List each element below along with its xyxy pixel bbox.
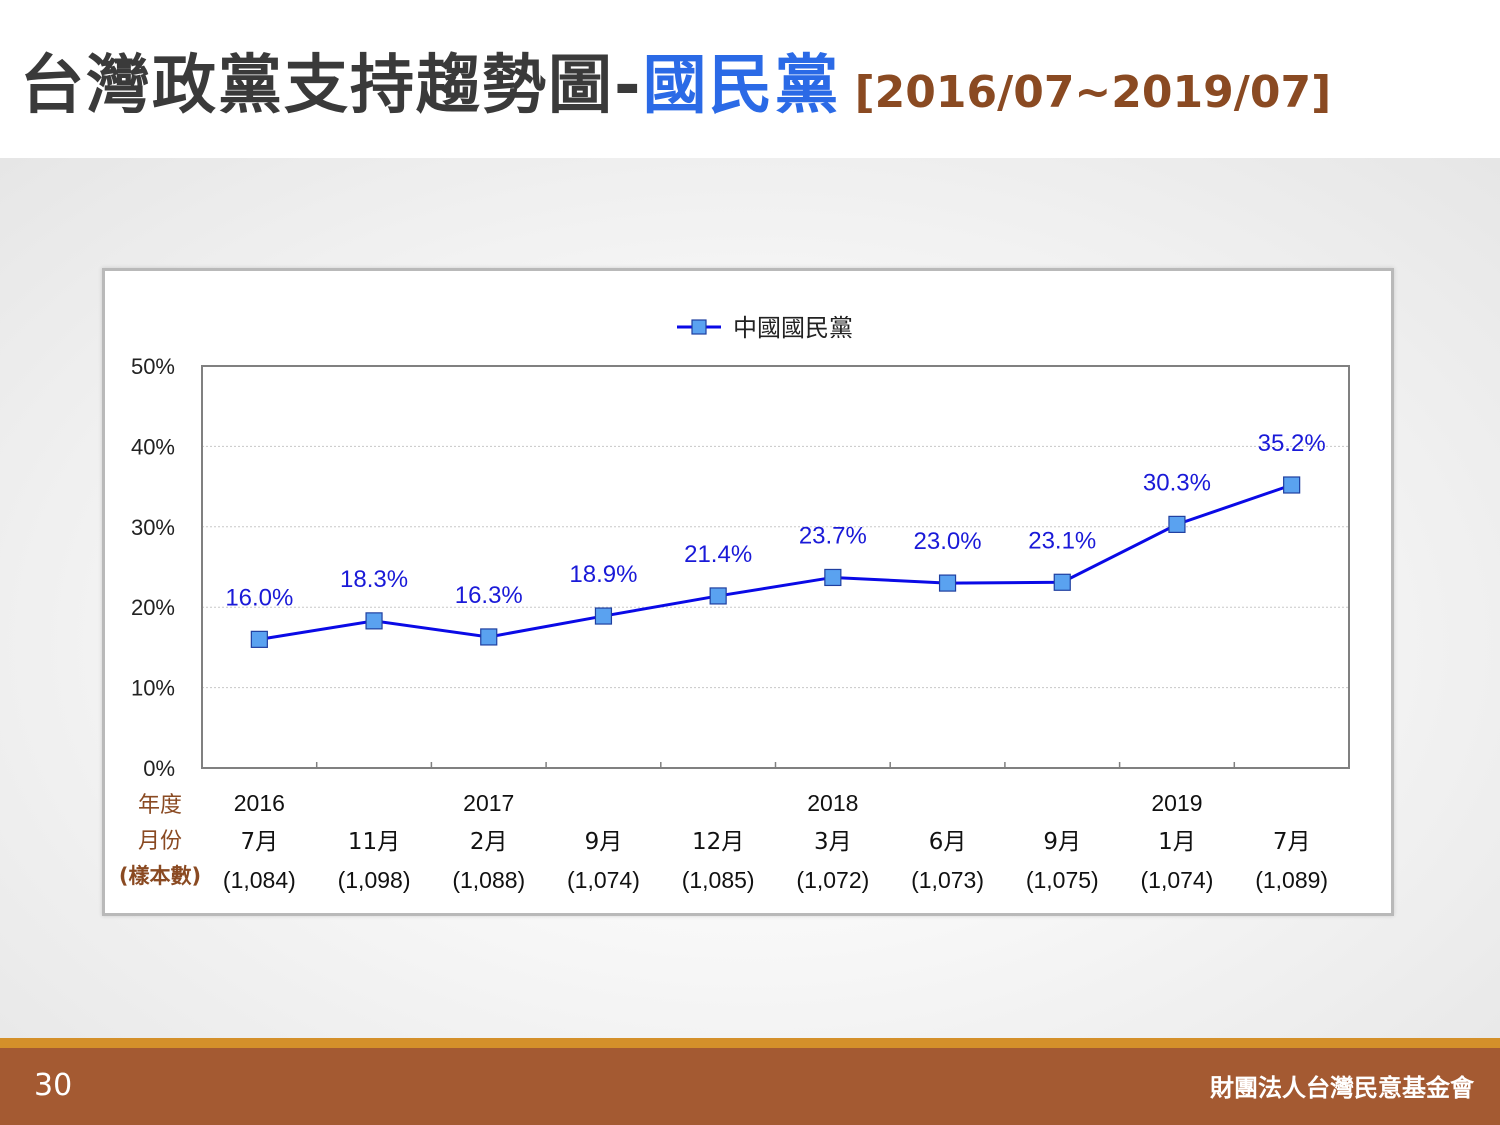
chart-frame: 0% 10% 20% 30% 40% 50% 16.0% 18.3% 16.3% 18.9% 21.… [102,268,1394,916]
title-bar: 台灣政黨支持趨勢圖-國民黨 [2016/07~2019/07] [0,0,1500,158]
y-tick-label: 30% [131,515,175,540]
organization-name: 財團法人台灣民意基金會 [1210,1074,1474,1102]
x-sample-label: (1,089) [1255,867,1328,893]
row-label-sample: (樣本數) [119,864,201,888]
y-tick-label: 20% [131,595,175,620]
x-month-label: 3月 [814,829,852,855]
y-tick-label: 10% [131,676,175,701]
x-sample-label: (1,075) [1026,867,1099,893]
x-month-label: 9月 [1043,829,1081,855]
data-point-marker [1283,476,1301,494]
data-point-marker [938,574,957,592]
data-label: 35.2% [1258,430,1326,457]
x-sample-label: (1,074) [1141,867,1214,893]
data-point-marker [594,607,613,625]
data-point-marker [480,628,498,646]
data-label: 16.0% [225,584,293,611]
x-year-label: 2017 [463,790,514,816]
data-point-marker [1168,515,1186,533]
page-title: 台灣政黨支持趨勢圖-國民黨 [2016/07~2019/07] [20,34,1331,126]
line-chart: 0% 10% 20% 30% 40% 50% 16.0% 18.3% 16.3% 18.9% 21.… [119,314,1350,893]
data-label: 30.3% [1143,469,1211,496]
legend-label: 中國國民黨 [733,314,853,342]
title-date-range: [2016/07~2019/07] [854,67,1332,118]
x-sample-label: (1,088) [452,867,525,893]
x-month-label: 6月 [929,829,967,855]
x-month-label: 11月 [348,829,400,855]
data-label: 23.7% [799,522,867,549]
page-number: 30 [34,1068,73,1103]
x-month-label: 7月 [241,829,279,855]
x-month-label: 2月 [470,829,508,855]
data-label: 18.3% [340,566,408,593]
y-tick-label: 40% [131,434,175,459]
x-month-label: 9月 [585,829,623,855]
data-point-marker [365,612,383,630]
x-sample-label: (1,085) [682,867,755,893]
x-sample-label: (1,084) [223,867,296,893]
data-label: 23.0% [914,528,982,555]
row-label-year: 年度 [138,793,182,818]
data-point-marker [709,587,727,605]
x-sample-label: (1,098) [338,867,411,893]
legend-marker [691,319,707,335]
row-label-month: 月份 [138,829,182,854]
y-tick-label: 50% [131,354,175,379]
title-party: 國民黨 [642,49,841,123]
x-sample-label: (1,072) [796,867,869,893]
data-label: 21.4% [684,541,752,568]
x-year-label: 2018 [807,790,858,816]
data-label: 23.1% [1028,527,1096,554]
x-month-label: 7月 [1273,829,1311,855]
data-label: 16.3% [455,582,523,609]
x-month-label: 12月 [692,829,744,855]
data-point-marker [250,630,268,648]
x-year-label: 2016 [234,790,285,816]
footer-accent-line [0,1038,1500,1048]
footer-bar [0,1048,1500,1125]
title-main: 台灣政黨支持趨勢圖- [20,49,643,123]
data-label: 18.9% [569,561,637,588]
data-point-marker [1053,573,1071,591]
y-tick-label: 0% [143,756,175,781]
x-year-label: 2019 [1151,790,1202,816]
x-sample-label: (1,073) [911,867,984,893]
data-point-marker [824,568,842,587]
series-line [259,483,1293,641]
x-sample-label: (1,074) [567,867,640,893]
x-month-label: 1月 [1158,829,1196,855]
